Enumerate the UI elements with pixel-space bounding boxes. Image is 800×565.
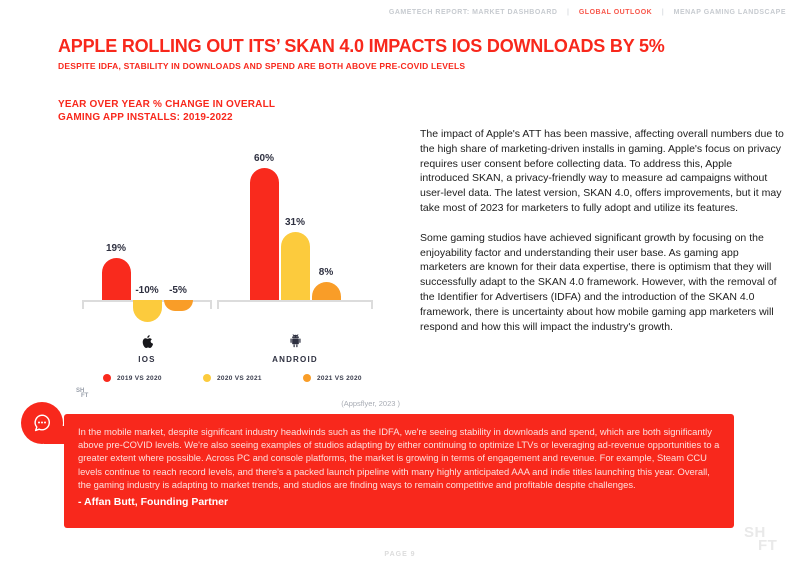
apple-icon xyxy=(142,335,153,348)
android-icon xyxy=(289,334,301,348)
bar-android-2021-vs-2020 xyxy=(311,282,341,300)
legend-label: 2019 VS 2020 xyxy=(117,374,162,382)
chart-group-ios: 19% -10% -5% IOS xyxy=(82,130,212,364)
chart-group-android: 60% 31% 8% ANDROID xyxy=(217,130,373,364)
quote-text: In the mobile market, despite significan… xyxy=(78,426,720,490)
shft-logo-large: SH FT xyxy=(744,524,778,554)
page-subtitle: DESPITE IDFA, STABILITY IN DOWNLOADS AND… xyxy=(58,61,466,71)
category-label: ANDROID xyxy=(272,355,318,364)
category-ios: IOS xyxy=(82,333,212,364)
body-paragraph-1: The impact of Apple's ATT has been massi… xyxy=(420,128,784,214)
nav-item-menap-gaming-landscape[interactable]: MENAP GAMING LANDSCAPE xyxy=(673,9,786,16)
body-paragraph-2: Some gaming studios have achieved signif… xyxy=(420,231,777,333)
nav-separator: | xyxy=(661,9,665,16)
chart-legend: 2019 VS 2020 2020 VS 2021 2021 VS 2020 xyxy=(103,374,403,382)
category-android: ANDROID xyxy=(217,333,373,364)
bar-ios-2021-vs-2020 xyxy=(163,300,193,311)
bar-android-2020-vs-2021 xyxy=(280,231,310,300)
chat-bubble-icon xyxy=(34,414,50,432)
bar-value-label: 19% xyxy=(105,243,127,255)
bar-ios-2019-vs-2020 xyxy=(101,258,131,300)
chart-plot: 19% -10% -5% IOS 60% 31% 8% ANDROID xyxy=(58,130,388,364)
legend-label: 2021 VS 2020 xyxy=(317,374,362,382)
bar-android-2019-vs-2020 xyxy=(249,168,279,300)
legend-dot xyxy=(103,374,111,382)
bar-ios-2020-vs-2021 xyxy=(132,300,162,322)
page-number: PAGE 9 xyxy=(384,551,416,558)
bar-value-label: 60% xyxy=(253,153,275,164)
shft-logo-line2: FT xyxy=(81,393,89,399)
quote-box: In the mobile market, despite significan… xyxy=(64,414,734,528)
chart-source: (Appsflyer, 2023 ) xyxy=(341,399,400,408)
top-nav: GAMETECH REPORT: MARKET DASHBOARD | GLOB… xyxy=(389,9,786,16)
legend-dot xyxy=(303,374,311,382)
body-text: The impact of Apple's ATT has been massi… xyxy=(420,127,784,349)
shft-logo-line1: SH xyxy=(744,524,766,541)
nav-item-market-dashboard[interactable]: GAMETECH REPORT: MARKET DASHBOARD xyxy=(388,9,558,16)
legend-dot xyxy=(203,374,211,382)
page-title: APPLE ROLLING OUT ITS’ SKAN 4.0 IMPACTS … xyxy=(58,36,665,56)
nav-separator: | xyxy=(566,9,570,16)
quote-attribution: - Affan Butt, Founding Partner xyxy=(78,496,229,509)
bar-value-label: 8% xyxy=(318,267,334,279)
chart-title-line1: YEAR OVER YEAR % CHANGE IN OVERALL xyxy=(58,99,276,110)
chart-title-line2: GAMING APP INSTALLS: 2019-2022 xyxy=(58,111,233,123)
axis-baseline xyxy=(217,300,373,309)
shft-logo-line1: SH xyxy=(76,388,85,394)
legend-label: 2020 VS 2021 xyxy=(217,374,262,382)
shft-logo-small: SH FT xyxy=(76,388,89,399)
category-label: IOS xyxy=(138,355,156,364)
shft-logo-line2: FT xyxy=(758,536,778,554)
quote-bubble xyxy=(21,402,63,444)
bar-value-label: -10% xyxy=(135,285,159,296)
legend-item: 2021 VS 2020 xyxy=(303,374,403,382)
chart-title: YEAR OVER YEAR % CHANGE IN OVERALL GAMIN… xyxy=(58,99,275,124)
nav-item-global-outlook[interactable]: GLOBAL OUTLOOK xyxy=(578,9,653,16)
bar-value-label: -5% xyxy=(169,285,187,296)
legend-item: 2019 VS 2020 xyxy=(103,374,203,382)
legend-item: 2020 VS 2021 xyxy=(203,374,303,382)
bar-value-label: 31% xyxy=(284,216,306,228)
